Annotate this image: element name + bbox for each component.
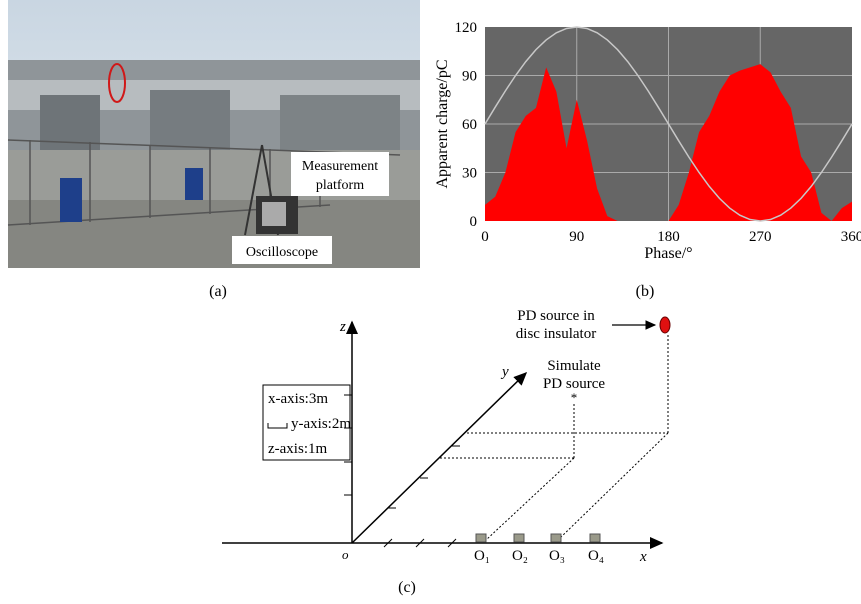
photo-label: Measurement: [302, 159, 378, 174]
chart: 0 30 60 90 120 0 90 180 270 360 Phase/° Apparent ch…: [434, 20, 861, 300]
x-tick-label: 360: [841, 229, 861, 245]
area: [485, 64, 852, 221]
y-tick-label: 90: [462, 69, 477, 85]
legend-entry: x-axis:3m: [268, 391, 328, 407]
photo-label: platform: [316, 178, 364, 193]
annotation: PD source: [543, 376, 605, 392]
x-axis-label: Phase/°: [644, 245, 692, 262]
photo: Measurement platform Oscilloscope: [7, 0, 420, 268]
axis-label: y: [500, 364, 509, 380]
y-tick-label: 120: [455, 20, 478, 36]
sensor-label: O₁: [474, 548, 490, 564]
y-axis-label: Apparent charge/pC: [434, 60, 451, 189]
caption: (c): [398, 579, 416, 596]
star: *: [571, 390, 578, 405]
photo-label: Oscilloscope: [246, 245, 318, 260]
legend-entry: z-axis:1m: [268, 441, 327, 457]
x-tick-label: 180: [657, 229, 680, 245]
axis-label: z: [339, 319, 346, 335]
y-tick-label: 0: [470, 214, 478, 230]
sensor-label: O₄: [588, 548, 604, 564]
annotation: Simulate: [547, 358, 601, 374]
x-tick-label: 0: [481, 229, 489, 245]
annotation: disc insulator: [516, 326, 596, 342]
x-tick-label: 270: [749, 229, 772, 245]
axis-label: o: [342, 547, 349, 562]
annotation: PD source in: [517, 308, 595, 324]
diagram: [222, 316, 671, 549]
caption: (b): [636, 283, 655, 300]
sensor-label: O₃: [549, 548, 565, 564]
y-tick-label: 30: [462, 166, 477, 182]
line: [484, 26, 853, 222]
axis-label: x: [639, 549, 647, 565]
sensor-label: O₂: [512, 548, 528, 564]
y-tick-label: 60: [462, 117, 477, 133]
x-tick-label: 90: [569, 229, 584, 245]
legend-entry: y-axis:2m: [291, 416, 351, 432]
caption: (a): [209, 283, 227, 300]
